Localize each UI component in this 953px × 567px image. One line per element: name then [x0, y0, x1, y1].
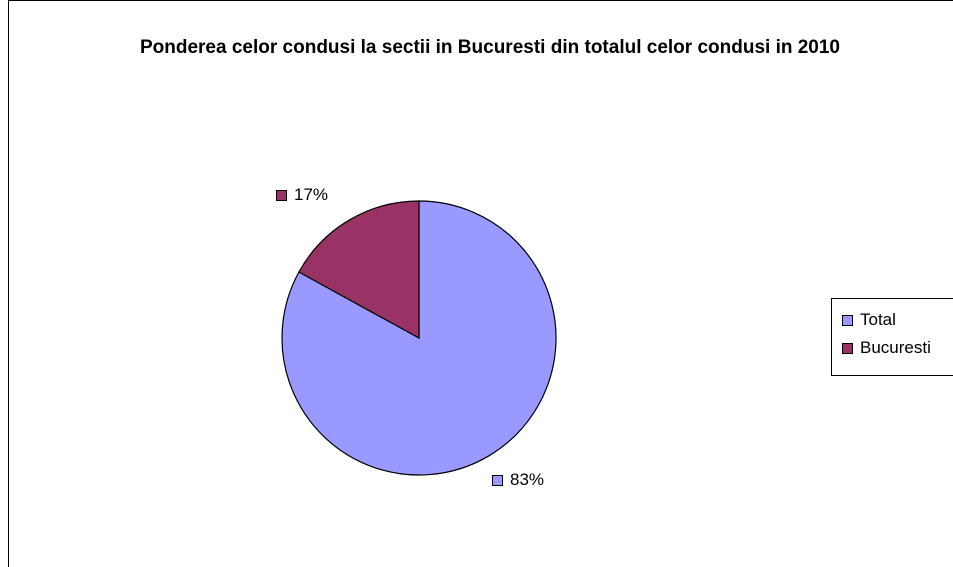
data-label-bucuresti-text: 17% [294, 185, 329, 204]
data-label-total-text: 83% [510, 470, 545, 489]
legend-swatch-total [842, 314, 853, 326]
data-label-bucuresti: 17% [276, 185, 328, 205]
pie-slice-total [281, 200, 557, 476]
pie-slices [281, 200, 557, 476]
legend-item-bucuresti: Bucuresti [842, 337, 931, 359]
legend-label-bucuresti: Bucuresti [860, 338, 931, 357]
chart-title: Ponderea celor condusi la sectii in Bucu… [139, 37, 840, 58]
legend: Total Bucuresti [831, 298, 953, 376]
pie-slice-bucuresti [298, 200, 420, 340]
data-label-total: 83% [492, 470, 544, 490]
data-label-swatch-bucuresti [276, 189, 287, 201]
data-label-swatch-total [492, 474, 503, 486]
legend-label-total: Total [860, 310, 896, 329]
legend-item-total: Total [842, 309, 896, 331]
legend-swatch-bucuresti [842, 342, 853, 354]
